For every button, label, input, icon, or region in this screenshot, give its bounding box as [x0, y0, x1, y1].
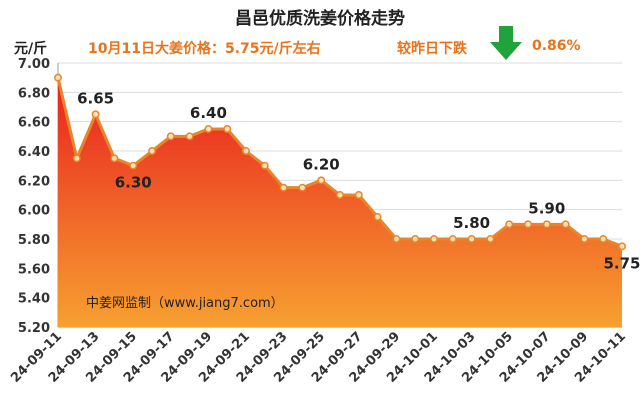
data-label: 5.90 — [528, 199, 565, 217]
data-labels: 6.65 6.30 6.40 6.20 5.80 5.90 5.75 — [77, 89, 640, 272]
y-tick-label: 5.80 — [18, 233, 50, 248]
data-point — [336, 191, 344, 199]
data-point — [260, 161, 269, 170]
data-label: 6.20 — [303, 155, 340, 173]
y-tick-label: 6.80 — [18, 86, 50, 101]
data-point — [204, 125, 213, 133]
data-point — [580, 235, 589, 243]
data-label: 6.65 — [77, 89, 114, 107]
data-point — [223, 125, 232, 133]
y-axis-ticks: 7.00 6.80 6.60 6.40 6.20 6.00 5.80 5.60 5.40 5.20 — [18, 57, 50, 336]
data-point — [185, 132, 194, 141]
data-point — [354, 191, 363, 199]
y-tick-label: 6.00 — [18, 204, 50, 219]
data-point — [542, 220, 551, 229]
data-point — [599, 235, 608, 243]
data-point — [524, 220, 532, 229]
data-label: 6.40 — [190, 104, 227, 122]
y-tick-label: 6.60 — [18, 116, 50, 131]
data-point — [392, 235, 401, 243]
down-arrow-icon — [490, 26, 522, 60]
data-point — [166, 132, 175, 141]
data-point — [242, 147, 250, 155]
data-point — [373, 213, 382, 221]
data-point — [505, 220, 514, 229]
y-tick-label: 5.60 — [18, 262, 50, 277]
y-tick-label: 5.40 — [18, 292, 50, 307]
y-tick-label: 5.20 — [18, 321, 50, 336]
price-area — [58, 77, 622, 328]
data-point — [486, 235, 495, 243]
y-tick-label: 6.40 — [18, 145, 50, 160]
data-point — [317, 176, 326, 185]
price-area-fill — [58, 77, 622, 328]
data-point — [148, 147, 156, 155]
change-percent: 0.86% — [532, 38, 581, 54]
data-point — [561, 220, 570, 229]
watermark-credit: 中姜网监制（www.jiang7.com） — [86, 296, 284, 311]
y-tick-label: 7.00 — [18, 57, 50, 72]
y-tick-label: 6.20 — [18, 174, 50, 189]
data-markers — [54, 73, 626, 251]
data-point — [467, 235, 476, 243]
data-point — [72, 154, 81, 163]
data-point — [411, 235, 420, 243]
data-point — [54, 73, 62, 82]
data-point — [298, 183, 307, 192]
data-point — [618, 242, 626, 251]
data-point — [448, 235, 457, 243]
data-point — [110, 154, 119, 163]
current-price-text: 10月11日大姜价格：5.75元/斤左右 — [88, 41, 321, 57]
change-label: 较昨日下跌 — [397, 41, 467, 57]
data-label: 5.80 — [453, 214, 490, 232]
data-label: 5.75 — [603, 254, 640, 272]
data-label: 6.30 — [115, 174, 152, 192]
x-axis-ticks: 24-09-1124-09-1324-09-1524-09-1724-09-19… — [8, 329, 629, 386]
data-point — [430, 235, 438, 243]
chart-title: 昌邑优质洗姜价格走势 — [235, 9, 405, 29]
data-point — [279, 183, 288, 192]
data-point — [129, 161, 138, 170]
y-axis-unit: 元/斤 — [14, 41, 48, 57]
data-point — [91, 110, 100, 119]
